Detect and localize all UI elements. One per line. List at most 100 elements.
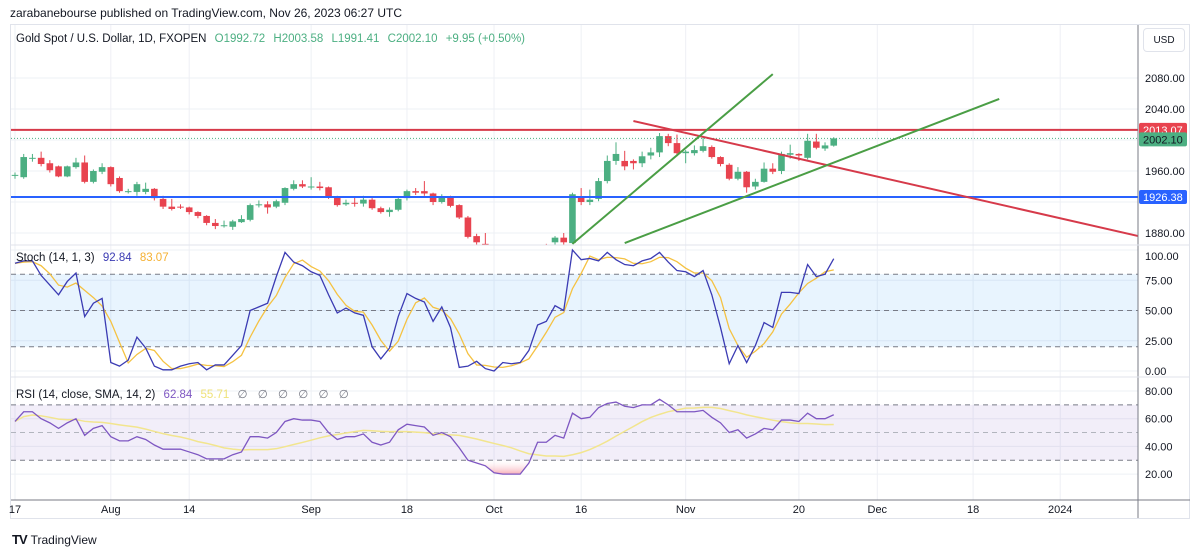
tradingview-logo-text[interactable]: TradingView [30,532,97,547]
candle-up [124,191,132,193]
candle-up [281,188,289,203]
candle-up [734,171,742,179]
null-value: ∅ [318,389,329,401]
null-value: ∅ [237,389,248,401]
candle-up [29,157,36,159]
rsi-axis-label: 20.00 [1145,469,1173,481]
price-axis-label: 1880.00 [1145,228,1185,240]
candle-down [577,197,585,202]
rsi-axis-label: 60.00 [1145,414,1173,426]
candle-up [255,204,263,206]
publisher-line: zarabanebourse published on TradingView.… [10,6,403,20]
candle-up [760,168,768,182]
candle-down [743,171,750,188]
rsi-legend: RSI (14, close, SMA, 14, 2) 62.84 55.71 … [16,387,356,401]
indicator-bands [11,273,1138,461]
candle-up [586,199,594,202]
candle-up [273,201,280,207]
candle-up [229,221,237,227]
price-axis-label: 1960.00 [1145,166,1185,178]
time-axis-label: Dec [868,504,888,516]
rsi-axis-label: 40.00 [1145,441,1173,453]
candle-up [238,219,245,223]
candle-up [11,174,19,176]
price-label-text: 1926.38 [1143,192,1183,204]
candle-down [107,167,115,185]
trend-line [624,97,1000,245]
candle-up [438,197,446,202]
candle-down [455,205,463,218]
rsi-value: 62.84 [163,389,193,401]
close-value: C2002.10 [387,33,438,45]
candle-up [551,237,559,243]
candle-up [682,151,689,154]
candle-up [72,162,80,168]
candle-down [813,141,820,148]
price-axis-label: 2080.00 [1145,73,1185,85]
rsi-ma-line [14,406,834,458]
time-axis-label: 16 [575,504,587,516]
candle-down [368,199,376,209]
rsi-axis-label: 80.00 [1145,386,1173,398]
price-pane [11,73,1138,270]
candle-up [752,181,759,187]
candle-down [717,157,724,165]
candle-down [325,187,332,198]
candle-down [630,160,637,164]
stoch-axis-label: 100.00 [1145,251,1179,263]
time-axis-label: Oct [485,504,502,516]
stoch-title[interactable]: Stoch (14, 1, 3) [16,252,95,264]
time-axis-label: 20 [793,504,805,516]
tradingview-logo-icon[interactable]: TV [12,532,28,547]
rsi-title[interactable]: RSI (14, close, SMA, 14, 2) [16,389,156,401]
candle-down [159,198,167,207]
time-axis-label: 14 [183,504,195,516]
null-value: ∅ [338,389,349,401]
candle-down [203,215,210,223]
candle-down [447,196,454,206]
symbol-title[interactable]: Gold Spot / U.S. Dollar, 1D, FXOPEN [16,33,207,45]
candle-down [81,162,88,182]
trend-line [571,73,774,245]
candle-down [708,146,716,158]
candle-down [299,184,306,187]
candle-down [464,217,472,237]
candle-up [342,202,350,205]
null-value: ∅ [298,389,309,401]
candle-up [656,136,663,153]
time-axis-label: 17 [9,504,21,516]
candle-up [786,153,794,155]
time-axis-label: Nov [676,504,696,516]
high-value: H2003.58 [273,33,324,45]
time-axis-label: 18 [967,504,979,516]
candle-down [116,177,123,192]
stoch-k-line [14,248,835,372]
low-value: L1991.41 [331,33,380,45]
candle-up [98,167,106,172]
candle-down [621,160,628,167]
candle-down [194,212,202,216]
open-value: O1992.72 [214,33,266,45]
price-axis-label: 2040.00 [1145,104,1185,116]
candle-up [534,248,541,270]
candle-down [795,153,803,156]
stoch-d-line [14,255,834,370]
candle-up [595,181,602,199]
candle-up [804,140,811,158]
candle-down [769,168,777,172]
candle-down [473,236,480,243]
currency-button[interactable]: USD [1143,28,1185,52]
candle-up [133,184,141,192]
stoch-axis-label: 25.00 [1145,336,1173,348]
stoch-axis-label: 0.00 [1145,366,1166,378]
candle-down [333,197,341,206]
candle-up [386,209,393,213]
price-label-text: 2002.10 [1143,134,1183,146]
candle-down [482,243,489,245]
candle-up [612,153,620,161]
chart-frame [10,24,1190,519]
candle-up [647,152,655,156]
time-axis-label: 18 [401,504,413,516]
stoch-legend: Stoch (14, 1, 3) 92.84 83.07 [16,252,174,264]
